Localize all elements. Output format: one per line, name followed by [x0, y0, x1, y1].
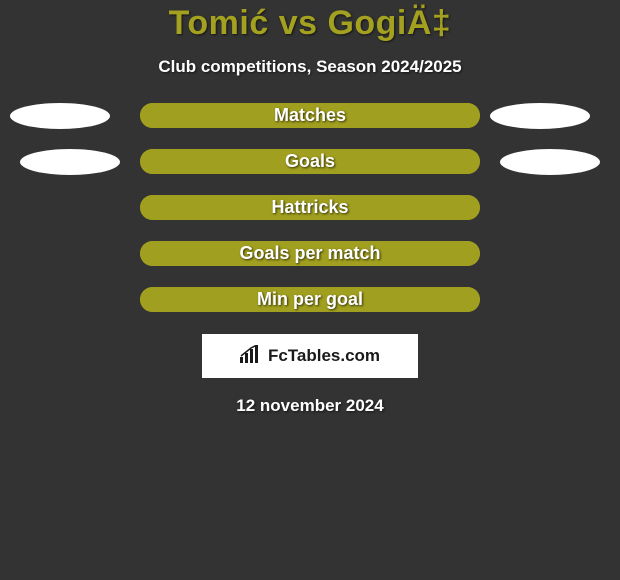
stat-row: Min per goal	[0, 287, 620, 312]
player-oval	[20, 149, 120, 175]
stat-label: Hattricks	[140, 195, 480, 220]
stat-label: Min per goal	[140, 287, 480, 312]
logo-text: FcTables.com	[268, 346, 380, 366]
stat-bar: Goals	[140, 149, 480, 174]
player-oval	[10, 103, 110, 129]
stat-label: Matches	[140, 103, 480, 128]
chart-icon	[240, 345, 262, 368]
stat-row: 00Goals	[0, 149, 620, 174]
stat-bar: Matches	[140, 103, 480, 128]
stat-row: 00Hattricks	[0, 195, 620, 220]
player-oval	[490, 103, 590, 129]
stat-bar: Min per goal	[140, 287, 480, 312]
stat-row: 310Matches	[0, 103, 620, 128]
stat-row: Goals per match	[0, 241, 620, 266]
page-subtitle: Club competitions, Season 2024/2025	[0, 57, 620, 77]
stat-label: Goals per match	[140, 241, 480, 266]
stat-bar: Hattricks	[140, 195, 480, 220]
stat-bar: Goals per match	[140, 241, 480, 266]
page-title: Tomić vs GogiÄ‡	[0, 0, 620, 43]
logo-box: FcTables.com	[202, 334, 418, 378]
stat-label: Goals	[140, 149, 480, 174]
player-oval	[500, 149, 600, 175]
date-text: 12 november 2024	[0, 396, 620, 416]
stat-rows: 310Matches 00Goals 00Hattricks Goals per ma…	[0, 103, 620, 312]
